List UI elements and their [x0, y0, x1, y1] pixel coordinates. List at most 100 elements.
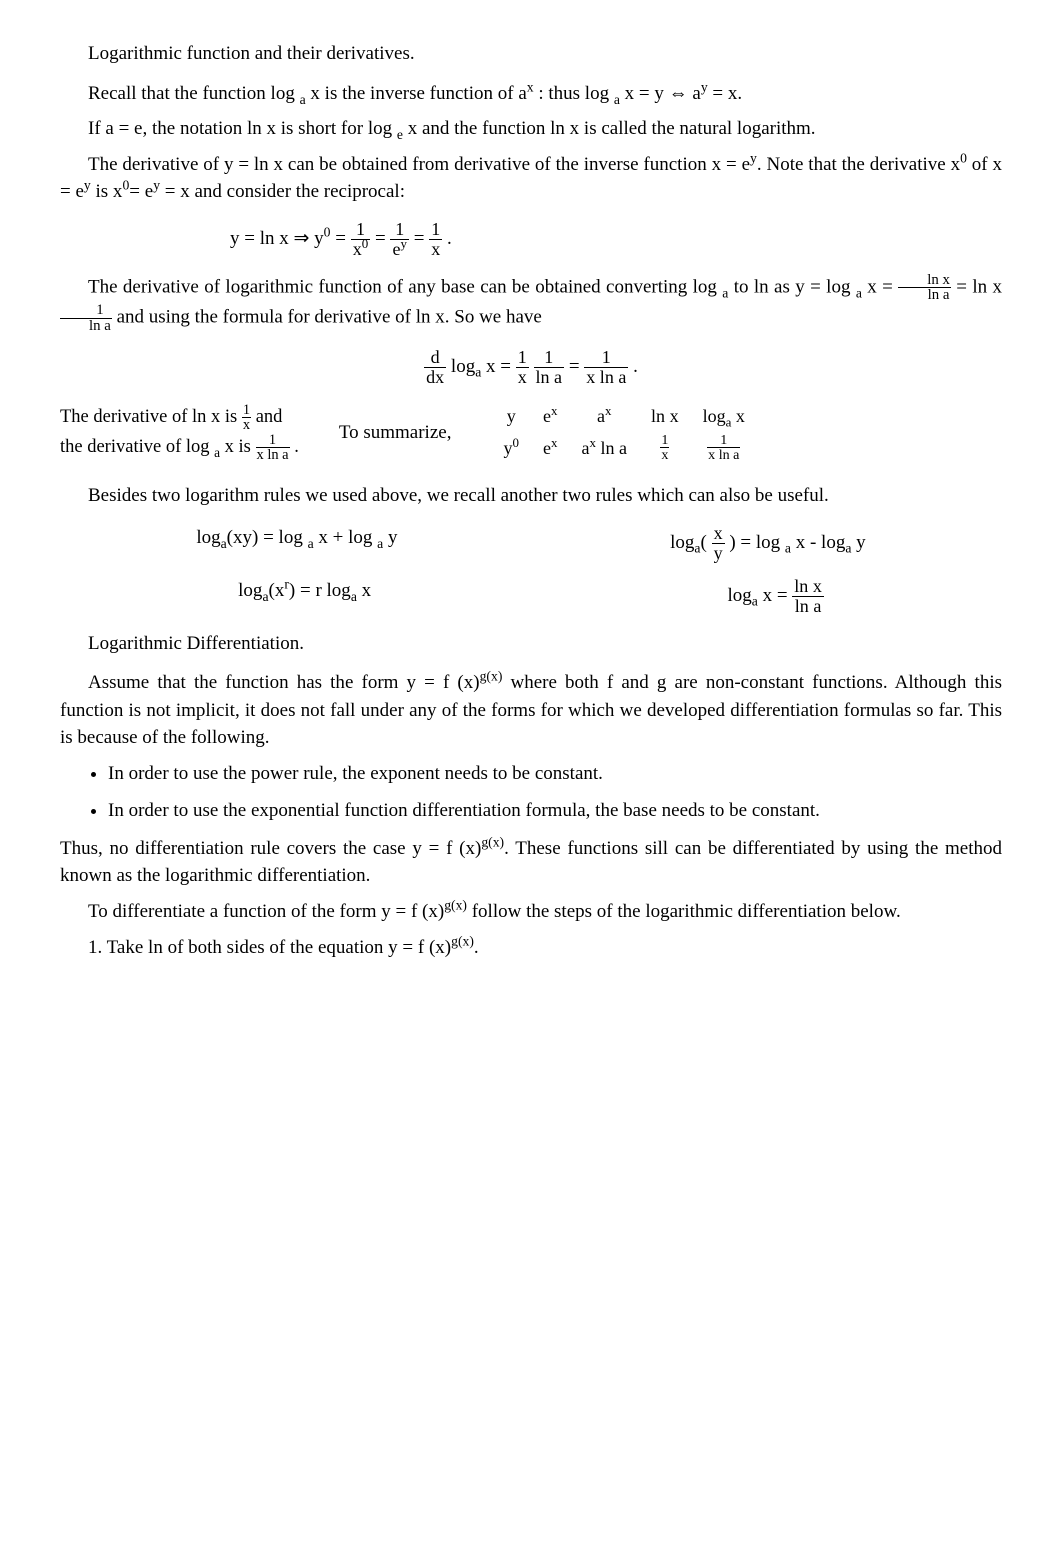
- t: (x: [269, 580, 285, 601]
- cell: 1 x ln a: [691, 431, 757, 464]
- den: ln a: [60, 318, 112, 334]
- t: Assume that the function has the form y …: [88, 672, 480, 693]
- t: and: [256, 407, 283, 427]
- den: ln a: [792, 596, 824, 616]
- cell: ax ln a: [569, 431, 639, 464]
- t: x =: [758, 585, 792, 606]
- t: The derivative of logarithmic function o…: [88, 276, 722, 297]
- t: =: [335, 228, 350, 249]
- para-recall: Recall that the function log a x is the …: [60, 80, 1002, 108]
- equation-ddx-loga: d dx loga x = 1 x 1 ln a = 1 x ln a .: [60, 348, 1002, 387]
- num: ln x: [792, 577, 824, 596]
- rule-quotient: loga( x y ) = log a x - loga y: [670, 524, 866, 563]
- den: x: [516, 367, 529, 387]
- t: (xy) = log: [227, 527, 308, 548]
- t: x: [353, 239, 362, 259]
- t: (: [700, 532, 706, 553]
- sup-y: y: [400, 236, 407, 251]
- frac-1-x: 1 x: [242, 403, 251, 433]
- t: =: [569, 356, 584, 377]
- num: 1: [60, 303, 112, 318]
- sup-y: y: [701, 79, 708, 94]
- table-row: y ex ax ln x loga x: [491, 401, 757, 431]
- den: x0: [351, 239, 371, 259]
- t: : thus log: [534, 83, 614, 104]
- frac-1-xlna: 1 x ln a: [584, 348, 628, 387]
- t: x and the function ln x is called the na…: [403, 118, 816, 139]
- num: 1: [429, 220, 442, 239]
- den: y: [712, 543, 725, 563]
- frac-1-ey: 1 ey: [390, 220, 409, 259]
- sup-gx: g(x): [481, 835, 504, 850]
- bullet-list: In order to use the power rule, the expo…: [108, 760, 1002, 825]
- rules-row-2: loga(xr) = r loga x loga x = ln x ln a: [60, 577, 1002, 616]
- t: If a = e, the notation ln x is short for…: [88, 118, 397, 139]
- t: a: [597, 406, 605, 426]
- list-item: In order to use the exponential function…: [108, 797, 1002, 825]
- t: x is the inverse function of a: [306, 83, 527, 104]
- t: x =: [862, 276, 898, 297]
- den: dx: [424, 367, 446, 387]
- frac-1-x: 1 x: [660, 433, 669, 462]
- num: 1: [256, 433, 290, 447]
- sup-gx: g(x): [444, 898, 467, 913]
- t: x + log: [314, 527, 378, 548]
- t: to ln as y = log: [728, 276, 855, 297]
- para-thus: Thus, no differentiation rule covers the…: [60, 835, 1002, 890]
- den: x ln a: [584, 367, 628, 387]
- table-row: y0 ex ax ln a 1 x 1 x ln a: [491, 431, 757, 464]
- t: a: [581, 438, 589, 458]
- den: x ln a: [707, 447, 740, 462]
- t: e: [543, 438, 551, 458]
- para-deriv-lnx: The derivative of y = ln x can be obtain…: [60, 151, 1002, 206]
- t: . Note that the derivative x: [757, 154, 960, 175]
- equation-reciprocal: y = ln x ⇒ y0 = 1 x0 = 1 ey = 1 x .: [170, 220, 1002, 259]
- t: .: [474, 937, 479, 958]
- t: = x.: [708, 83, 742, 104]
- t: y: [851, 532, 865, 553]
- den: ln a: [898, 287, 951, 303]
- sup-x: x: [605, 403, 612, 418]
- sup0: 0: [512, 435, 519, 450]
- t: The derivative of ln x is: [60, 407, 242, 427]
- t: is x: [91, 181, 123, 202]
- rule-change-base: loga x = ln x ln a: [727, 577, 823, 616]
- rule-power: loga(xr) = r loga x: [238, 577, 371, 616]
- num: 1: [242, 403, 251, 417]
- rules-row-1: loga(xy) = log a x + log a y loga( x y )…: [60, 524, 1002, 563]
- t: follow the steps of the logarithmic diff…: [467, 901, 901, 922]
- title: Logarithmic function and their derivativ…: [60, 40, 1002, 68]
- rule-product: loga(xy) = log a x + log a y: [196, 524, 397, 563]
- num: x: [712, 524, 725, 543]
- frac-x-y: x y: [712, 524, 725, 563]
- summarize-label: To summarize,: [339, 419, 452, 447]
- frac-lnx-lna: ln x ln a: [898, 273, 951, 304]
- sup-gx: g(x): [451, 933, 474, 948]
- t: x =: [481, 356, 515, 377]
- t: x is: [220, 437, 255, 457]
- cell: loga x: [691, 401, 757, 431]
- line1: The derivative of ln x is 1 x and: [60, 403, 299, 433]
- t: x - log: [791, 532, 845, 553]
- sup-y: y: [153, 178, 160, 193]
- t: y = ln x ⇒ y: [230, 228, 324, 249]
- frac-1-lna: 1 ln a: [534, 348, 565, 387]
- den: ey: [390, 239, 409, 259]
- cell: ex: [531, 401, 570, 431]
- t: x: [731, 406, 745, 426]
- derivative-table: y ex ax ln x loga x y0 ex ax ln a 1 x: [491, 401, 757, 465]
- t: e: [543, 406, 551, 426]
- sup-x: x: [551, 403, 558, 418]
- frac-1-x: 1 x: [429, 220, 442, 259]
- t: = x and consider the reciprocal:: [160, 181, 405, 202]
- num: 1: [534, 348, 565, 367]
- t: 1. Take ln of both sides of the equation…: [88, 937, 451, 958]
- t: ln a: [596, 438, 627, 458]
- t: ) = log: [729, 532, 785, 553]
- t: ) = r log: [289, 580, 351, 601]
- sup0: 0: [362, 236, 369, 251]
- t: Thus, no differentiation rule covers the…: [60, 838, 481, 859]
- t: and using the formula for derivative of …: [117, 307, 542, 328]
- cell: 1 x: [639, 431, 691, 464]
- t: x = y ⇔ a: [620, 83, 701, 104]
